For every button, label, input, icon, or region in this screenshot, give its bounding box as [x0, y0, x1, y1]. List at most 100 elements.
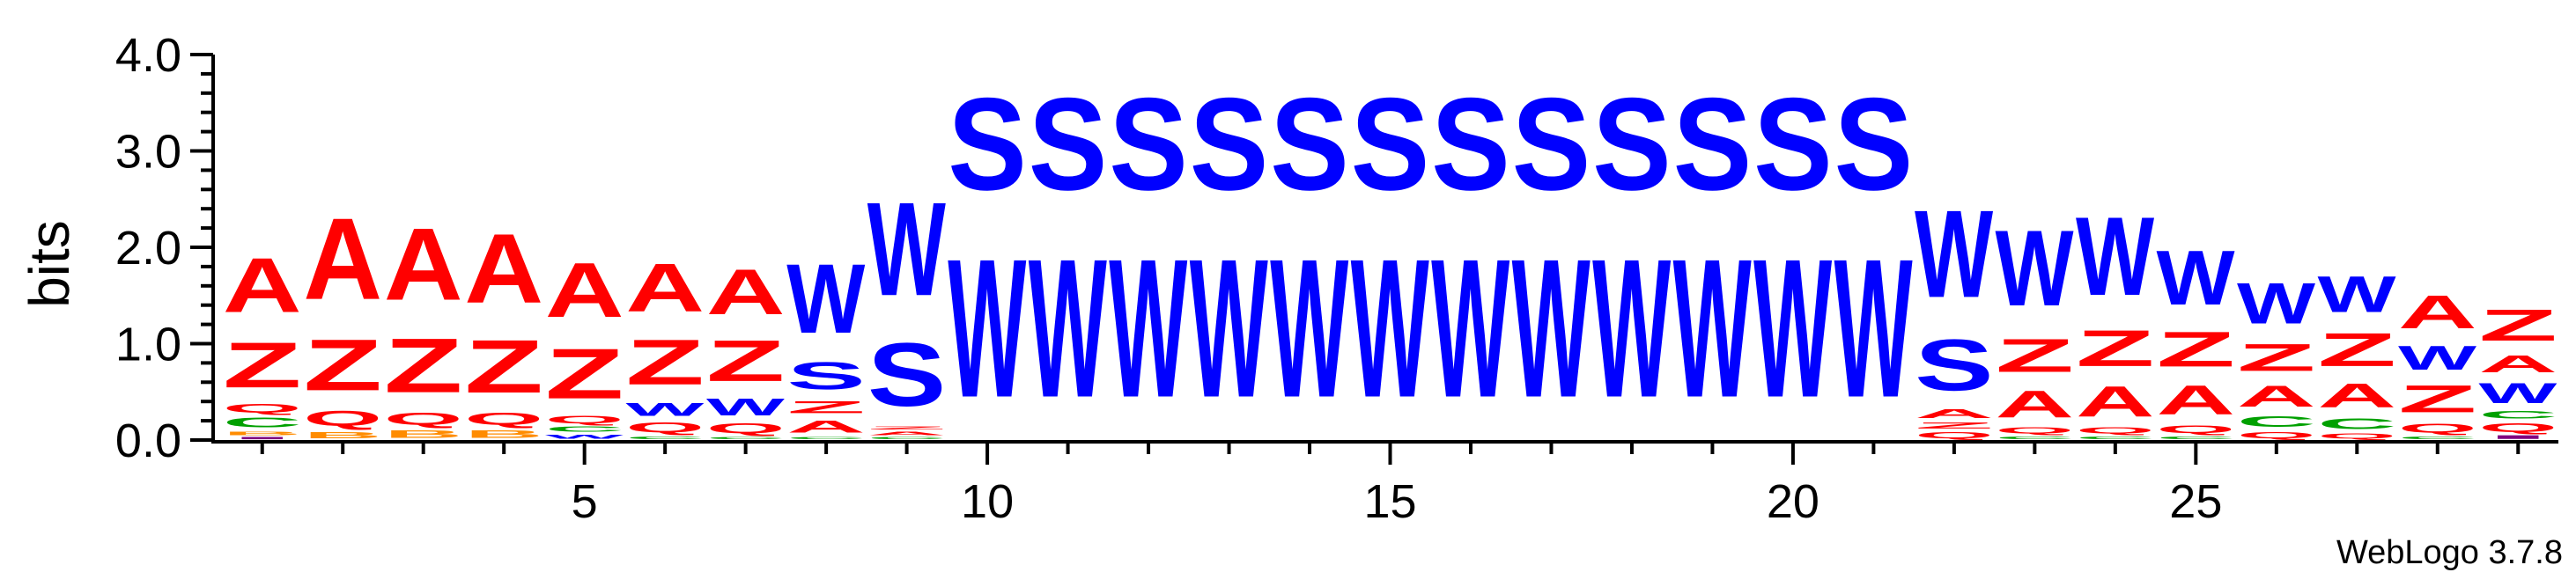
- logo-letter-w: W: [1834, 217, 1913, 439]
- logo-letter-a: A: [786, 417, 866, 437]
- logo-letter-c: C: [625, 435, 705, 440]
- logo-letter-q: Q: [303, 407, 382, 430]
- logo-letter-s: S: [786, 355, 866, 398]
- logo-letter-c: C: [2478, 409, 2558, 421]
- logo-letter-c: C: [2317, 415, 2396, 432]
- y-tick-label: 1.0: [115, 319, 181, 371]
- logo-letter-z: Z: [2237, 336, 2316, 379]
- logo-letter-s: S: [867, 325, 947, 425]
- logo-letter-a: A: [223, 242, 302, 328]
- logo-letter-q: Q: [2157, 423, 2236, 435]
- logo-letter-c: C: [2237, 413, 2316, 430]
- y-ticks: 0.0 1.0 2.0 3.0 4.0: [115, 29, 213, 467]
- logo-letter-b: B: [464, 429, 543, 440]
- logo-letter-w: W: [1673, 217, 1752, 439]
- logo-letter-s: S: [1834, 71, 1914, 218]
- logo-letter-s: S: [948, 71, 1027, 218]
- logo-letter-a: A: [625, 249, 705, 326]
- logo-letter-a: A: [1915, 407, 1994, 421]
- logo-letter-s: S: [1270, 71, 1349, 218]
- logo-letter-z: Z: [2398, 378, 2477, 421]
- y-tick-label: 0.0: [115, 415, 181, 467]
- logo-letter-a: A: [2157, 378, 2236, 424]
- logo-letter-c: C: [2157, 435, 2236, 440]
- logo-letter-a: A: [2076, 378, 2155, 425]
- logo-letter-i: I: [2478, 434, 2558, 440]
- logo-letter-s: S: [1029, 71, 1108, 218]
- y-tick-label: 3.0: [115, 126, 181, 179]
- axes: 0.0 1.0 2.0 3.0 4.0 5 10 15 20 25: [115, 29, 2558, 528]
- logo-letter-z: Z: [384, 322, 463, 409]
- logo-letter-z: Z: [2157, 321, 2236, 378]
- logo-letter-a: A: [384, 207, 463, 322]
- logo-letter-w: W: [1351, 217, 1429, 439]
- logo-letter-q: Q: [1915, 430, 1994, 440]
- logo-letter-b: B: [303, 430, 382, 440]
- logo-letter-q: Q: [2398, 421, 2477, 435]
- y-tick-label: 4.0: [115, 29, 181, 82]
- logo-letter-z: Z: [867, 426, 947, 430]
- logo-letter-a: A: [2478, 350, 2558, 377]
- logo-letter-z: Z: [1915, 421, 1994, 430]
- logo-letter-s: S: [1351, 71, 1430, 218]
- logo-letter-q: Q: [2478, 421, 2558, 434]
- logo-letter-z: Z: [464, 325, 543, 409]
- x-tick-label: 15: [1363, 475, 1416, 528]
- logo-letter-w: W: [1753, 217, 1832, 439]
- logo-letter-w: W: [786, 243, 865, 354]
- logo-letter-q: Q: [706, 421, 786, 436]
- logo-letter-s: S: [1673, 71, 1753, 218]
- logo-letter-w: W: [2478, 378, 2558, 409]
- logo-letter-a: A: [464, 214, 543, 324]
- logo-letter-c: C: [706, 437, 786, 440]
- logo-letter-w: W: [625, 399, 705, 420]
- logo-letter-s: S: [1753, 71, 1833, 218]
- logo-letter-c: C: [867, 437, 947, 440]
- logo-letter-z: Z: [706, 328, 786, 393]
- logo-letter-q: Q: [2076, 426, 2155, 436]
- logo-letters: IBCQZABQZABQZABQZAWCQZACQWZACQWZACAZSWCA…: [223, 71, 2558, 440]
- logo-letter-z: Z: [2317, 324, 2396, 377]
- logo-letter-s: S: [1431, 71, 1510, 218]
- logo-letter-c: C: [786, 437, 866, 440]
- x-ticks: 5 10 15 20 25: [260, 442, 2521, 528]
- logo-letter-q: Q: [545, 415, 624, 426]
- logo-letter-z: Z: [625, 326, 705, 398]
- logo-letter-q: Q: [223, 401, 302, 415]
- logo-letter-c: C: [2398, 435, 2477, 440]
- y-tick-label: 2.0: [115, 222, 181, 275]
- logo-letter-a: A: [2398, 286, 2477, 339]
- logo-letter-a: A: [706, 256, 786, 328]
- logo-letter-q: Q: [1996, 426, 2075, 436]
- logo-letter-i: I: [223, 437, 302, 440]
- logo-letter-w: W: [1512, 217, 1591, 439]
- logo-letter-w: W: [1029, 217, 1107, 439]
- logo-letter-a: A: [2237, 379, 2316, 413]
- logo-letter-s: S: [1190, 71, 1269, 218]
- logo-letter-w: W: [1109, 217, 1187, 439]
- logo-letter-q: Q: [464, 409, 543, 429]
- logo-letter-a: A: [1996, 382, 2075, 425]
- logo-letter-s: S: [1109, 71, 1188, 218]
- logo-letter-w: W: [1190, 217, 1268, 439]
- logo-letter-a: A: [2317, 377, 2396, 415]
- logo-letter-z: Z: [786, 398, 866, 417]
- logo-letter-q: Q: [2237, 430, 2316, 440]
- logo-letter-q: Q: [625, 420, 705, 435]
- logo-letter-z: Z: [545, 334, 624, 414]
- logo-letter-c: C: [1996, 435, 2075, 440]
- logo-letter-b: B: [223, 430, 302, 437]
- logo-letter-w: W: [948, 217, 1026, 439]
- logo-letter-w: W: [1996, 209, 2074, 329]
- logo-letter-s: S: [1915, 324, 1994, 406]
- logo-letter-w: W: [2398, 340, 2477, 378]
- x-tick-label: 25: [2169, 475, 2222, 528]
- logo-letter-w: W: [2076, 194, 2154, 319]
- logo-letter-c: C: [2076, 435, 2155, 440]
- logo-letter-w: W: [1431, 217, 1509, 439]
- y-axis-label: bits: [18, 220, 81, 308]
- logo-letter-s: S: [1592, 71, 1672, 218]
- logo-letter-c: C: [545, 426, 624, 434]
- logo-letter-w: W: [1270, 217, 1348, 439]
